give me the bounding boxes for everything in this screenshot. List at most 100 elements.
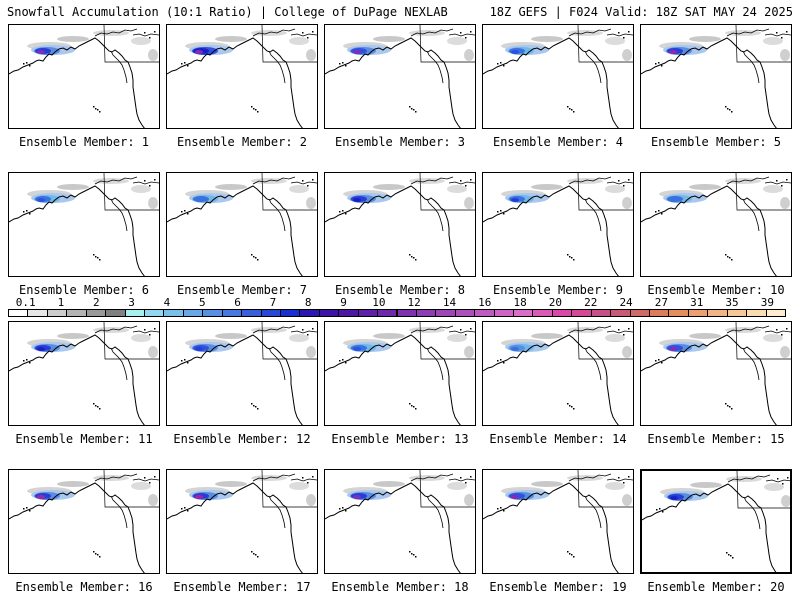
legend-color-swatch [610,309,631,317]
legend-color-swatch [260,309,281,317]
legend-tick-label: 24 [619,296,633,309]
ensemble-member-label: Ensemble Member: 13 [331,432,469,446]
ensemble-member-map [640,469,792,574]
legend-color-swatch [143,309,165,317]
ensemble-member-map [8,24,160,129]
legend-color-swatch [687,309,709,317]
ensemble-member-label: Ensemble Member: 18 [331,580,469,594]
legend-tick-label: 31 [690,296,704,309]
legend-tick-label: 9 [340,296,347,309]
ensemble-member-map [8,469,160,574]
legend-color-swatch [124,309,145,317]
legend-color-swatch [8,309,29,317]
legend-tick-label: 0.1 [15,296,36,309]
legend-color-swatch [221,309,243,317]
legend-color-swatch [415,309,437,317]
ensemble-member-map [166,172,318,277]
ensemble-member-map [324,24,476,129]
ensemble-member-map [482,321,634,426]
ensemble-member-map [482,24,634,129]
ensemble-member-map [8,321,160,426]
legend-tick-label: 22 [584,296,598,309]
legend-color-swatch [338,309,359,317]
legend-tick-label: 5 [198,296,206,309]
ensemble-member-label: Ensemble Member: 4 [492,135,624,149]
ensemble-member-label: Ensemble Member: 2 [176,135,308,149]
legend-color-swatch [746,309,767,317]
legend-tick-label: 14 [442,296,457,309]
ensemble-member-label: Ensemble Member: 5 [650,135,782,149]
legend-color-swatch [318,309,340,317]
legend-color-swatch [163,309,184,317]
legend-tick-label: 10 [372,296,386,309]
legend-tick-label: 8 [304,296,312,309]
legend-color-swatch [241,309,262,317]
model-valid-time: 18Z GEFS | F024 Valid: 18Z SAT MAY 24 20… [489,5,793,19]
legend-color-swatch [551,309,573,317]
ensemble-member-label: Ensemble Member: 9 [492,283,624,297]
legend-color-swatch [105,309,126,317]
legend-tick-label: 39 [760,296,774,309]
ensemble-member-label: Ensemble Member: 16 [15,580,153,594]
ensemble-member-label: Ensemble Member: 14 [489,432,627,446]
legend-color-swatch [474,309,495,317]
legend-color-swatch [454,309,476,317]
legend-color-swatch [765,309,786,317]
ensemble-member-map [166,321,318,426]
legend-color-swatch [279,309,301,317]
legend-tick-label: 7 [269,296,277,309]
legend-color-swatch [571,309,592,317]
legend-color-swatch [493,309,515,317]
legend-tick-label: 35 [725,296,739,309]
legend-color-swatch [668,309,689,317]
legend-tick-label: 4 [163,296,171,309]
ensemble-member-label: Ensemble Member: 11 [15,432,153,446]
legend-tick-label: 1 [57,296,65,309]
legend-tick-label: 2 [92,296,100,309]
ensemble-member-label: Ensemble Member: 10 [647,283,785,297]
legend-tick-label: 27 [654,296,668,309]
ensemble-member-label: Ensemble Member: 6 [18,283,150,297]
ensemble-member-label: Ensemble Member: 1 [18,135,150,149]
legend-color-swatch [182,309,204,317]
ensemble-member-map [166,24,318,129]
legend-tick-label: 16 [478,296,492,309]
legend-color-swatch [202,309,223,317]
legend-tick-label: 12 [407,296,421,309]
ensemble-member-map [640,24,792,129]
legend-tick-label: 18 [513,296,527,309]
legend-color-swatch [46,309,68,317]
legend-color-swatch [435,309,456,317]
ensemble-member-label: Ensemble Member: 7 [176,283,308,297]
ensemble-member-map [482,172,634,277]
ensemble-member-map [640,172,792,277]
legend-color-swatch [27,309,48,317]
ensemble-member-map [324,321,476,426]
legend-color-swatch [85,309,107,317]
legend-color-swatch [66,309,87,317]
legend-tick-label: 3 [128,296,135,309]
legend-color-swatch [377,309,398,317]
legend-color-swatch [513,309,534,317]
ensemble-member-label: Ensemble Member: 3 [334,135,466,149]
map-title: Snowfall Accumulation (10:1 Ratio) | Col… [7,5,448,19]
legend-color-swatch [396,309,417,317]
ensemble-member-map [324,469,476,574]
legend-tick-label: 6 [234,296,241,309]
legend-color-swatch [649,309,670,317]
ensemble-member-label: Ensemble Member: 15 [647,432,785,446]
legend-color-swatch [357,309,379,317]
ensemble-member-label: Ensemble Member: 20 [647,580,785,594]
ensemble-member-map [482,469,634,574]
legend-color-swatch [726,309,748,317]
ensemble-member-map [640,321,792,426]
ensemble-member-map [166,469,318,574]
snowfall-color-legend [8,309,786,317]
ensemble-member-label: Ensemble Member: 12 [173,432,311,446]
ensemble-member-map [324,172,476,277]
ensemble-member-label: Ensemble Member: 17 [173,580,311,594]
legend-color-swatch [590,309,612,317]
ensemble-member-map [8,172,160,277]
legend-color-swatch [707,309,728,317]
ensemble-member-label: Ensemble Member: 19 [489,580,627,594]
